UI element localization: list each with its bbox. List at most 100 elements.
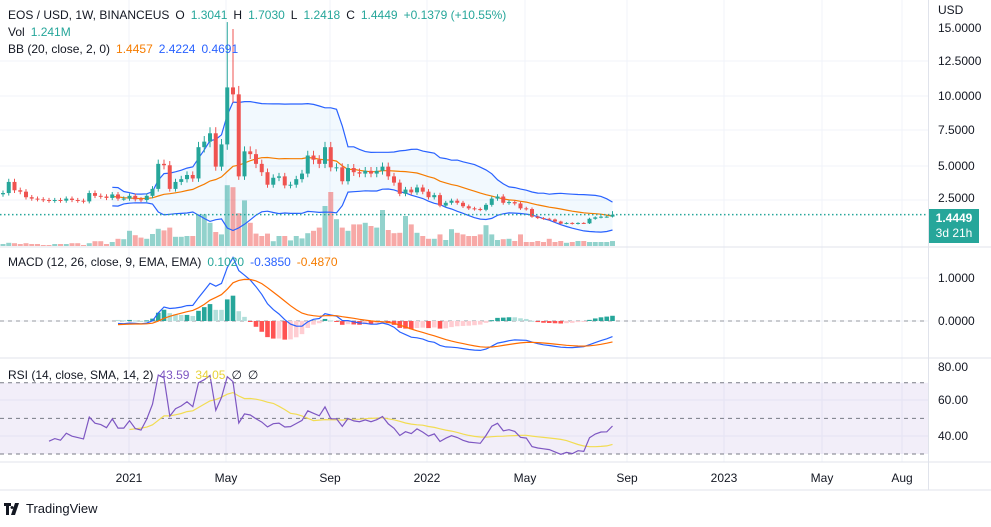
candle-body [47, 200, 51, 201]
volume-bar [403, 216, 408, 246]
time-tick: 2021 [115, 471, 143, 485]
time-tick: Aug [891, 471, 913, 485]
currency-label[interactable]: USD [938, 3, 964, 17]
volume-label[interactable]: Vol [8, 25, 25, 39]
volume-bar [190, 236, 196, 246]
rsi-tick: 60.00 [938, 393, 969, 407]
candle-body [150, 188, 155, 196]
candle-body [35, 198, 40, 200]
candle-body [386, 166, 391, 177]
bb-label[interactable]: BB (20, close, 2, 0) [8, 42, 111, 56]
macd-histogram-bar [213, 309, 219, 321]
macd-histogram-bar [328, 320, 334, 322]
candle-body [190, 174, 195, 179]
volume-bar [201, 214, 207, 246]
volume-bar [23, 243, 29, 246]
volume-bar [328, 192, 334, 246]
bar-countdown: 3d 21h [935, 226, 973, 240]
rsi-label[interactable]: RSI (14, close, SMA, 14, 2) [8, 368, 154, 382]
candle-body [18, 190, 23, 192]
candle-body [564, 222, 569, 224]
volume-bar [144, 238, 150, 246]
bb-upper-value: 2.4224 [158, 42, 196, 56]
candle-body [167, 165, 172, 189]
macd-histogram-bar [322, 318, 328, 321]
volume-bar [397, 232, 403, 246]
candle-body [104, 196, 109, 198]
time-tick: May [513, 471, 537, 485]
volume-bar [276, 236, 282, 246]
volume-bar [569, 242, 575, 246]
time-tick: Sep [616, 471, 638, 485]
volume-bar [546, 238, 552, 246]
volume-bar [150, 234, 155, 246]
candle-body [254, 154, 258, 164]
volume-bar [58, 244, 63, 246]
candle-body [576, 222, 580, 224]
candle-body [213, 133, 218, 167]
candle-body [323, 147, 327, 164]
macd-label[interactable]: MACD (12, 26, close, 9, EMA, EMA) [8, 255, 202, 269]
high-label: H [233, 8, 243, 22]
macd-histogram-bar [173, 314, 178, 321]
volume-bar [299, 238, 305, 246]
macd-histogram-bar [121, 320, 127, 322]
macd-histogram-bar [293, 321, 299, 338]
candle-body [121, 198, 126, 200]
candle-body [461, 202, 465, 207]
volume-bar [173, 236, 178, 246]
candle-body [570, 222, 575, 224]
candle-body [127, 195, 132, 199]
volume-bar [184, 236, 190, 246]
candle-body [93, 193, 97, 196]
rsi-sma-value: 34.05 [195, 368, 226, 382]
macd-histogram-bar [506, 317, 512, 321]
macd-histogram-bar [201, 307, 207, 321]
tradingview-logo[interactable]: TradingView [4, 501, 98, 516]
volume-bar [207, 222, 213, 246]
candle-body [179, 179, 184, 182]
candle-body [587, 218, 592, 224]
candle-body [202, 141, 207, 148]
macd-histogram-bar [523, 318, 529, 321]
candle-body [277, 176, 281, 178]
macd-histogram-bar [569, 321, 575, 323]
macd-histogram-bar [408, 321, 414, 330]
volume-bar [293, 236, 299, 246]
candle-body [219, 144, 224, 167]
candle-body [581, 222, 586, 224]
volume-bar [610, 241, 615, 246]
volume-bar [592, 242, 598, 246]
candle-body [530, 209, 534, 217]
candle-body [604, 216, 609, 218]
candle-body [248, 151, 253, 155]
volume-bar [518, 234, 523, 246]
volume-bar [40, 245, 46, 246]
macd-histogram-bar [219, 309, 224, 321]
macd-histogram-bar [236, 311, 242, 321]
macd-histogram-bar [477, 321, 483, 325]
macd-histogram-bar [512, 317, 518, 321]
volume-bar [132, 235, 138, 246]
macd-histogram-bar [362, 321, 368, 325]
macd-histogram-bar [144, 320, 150, 322]
candle-body [282, 176, 287, 186]
volume-bar [81, 245, 86, 246]
macd-histogram-bar [299, 321, 305, 335]
symbol-label[interactable]: EOS / USD, 1W, BINANCEUS [8, 8, 170, 22]
candle-body [98, 195, 103, 197]
volume-bar [109, 242, 115, 246]
macd-histogram-bar [247, 321, 253, 322]
volume-bar [311, 230, 316, 246]
macd-histogram-bar [541, 321, 546, 323]
volume-bar [196, 214, 201, 246]
volume-bar [167, 227, 173, 246]
candle-body [185, 174, 189, 180]
candle-body [397, 182, 402, 194]
candle-body [547, 218, 552, 220]
macd-histogram-bar [500, 317, 506, 321]
macd-histogram-bar [351, 321, 357, 325]
volume-bar [236, 213, 242, 246]
candle-body [58, 200, 63, 201]
